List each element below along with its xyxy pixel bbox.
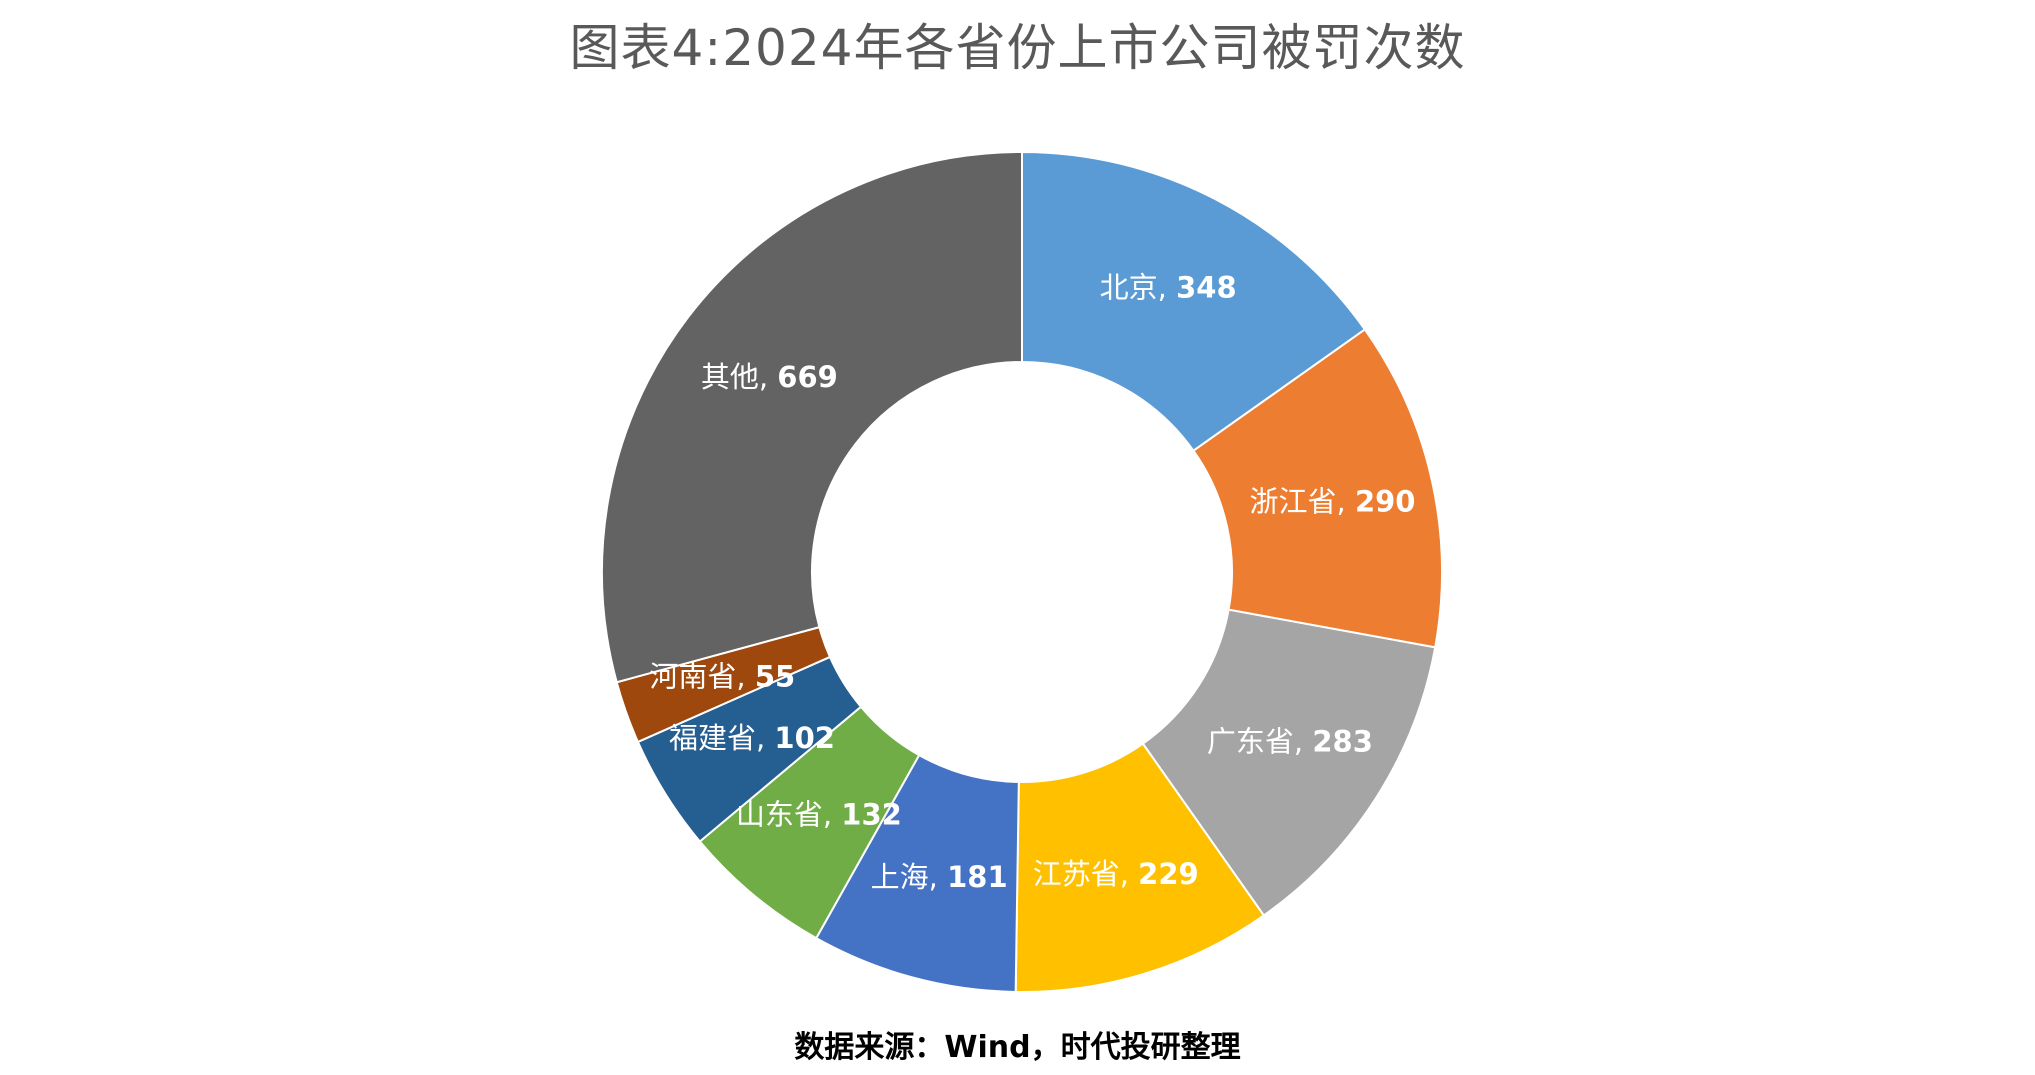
slice-4 <box>1014 742 1266 993</box>
slice-label-9: 其他, 669 <box>701 360 838 394</box>
chart-title: 图表4:2024年各省份上市公司被罚次数 <box>569 19 1466 77</box>
donut-slices <box>601 150 1443 993</box>
slice-label-4: 江苏省, 229 <box>1033 857 1199 891</box>
slice-label-3: 广东省, 283 <box>1207 724 1373 758</box>
slice-1 <box>1021 150 1367 453</box>
slice-2 <box>1192 328 1443 649</box>
slice-label-1: 北京, 348 <box>1100 271 1237 305</box>
slice-label-8: 河南省, 55 <box>649 659 795 693</box>
slice-3 <box>1141 608 1437 917</box>
slice-label-2: 浙江省, 290 <box>1250 484 1416 518</box>
slice-label-5: 上海, 181 <box>871 860 1008 894</box>
donut-labels: 北京, 348 浙江省, 290 广东省, 283 江苏省, 229 上海, 181 山东… <box>649 271 1415 894</box>
slice-label-7: 福建省, 102 <box>669 721 835 755</box>
slice-label-6: 山东省, 132 <box>736 798 902 832</box>
slice-9 <box>601 150 1023 684</box>
source-note: 数据来源：Wind，时代投研整理 <box>794 1030 1241 1065</box>
